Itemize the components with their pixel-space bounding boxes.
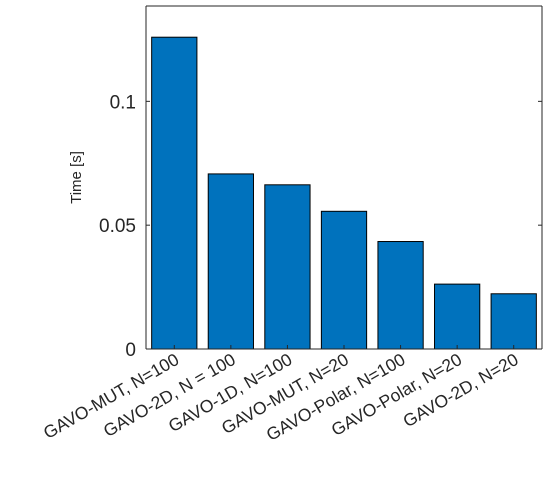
y-ticks-group: 0 0.05 0.1 (99, 92, 542, 361)
bar (207, 173, 254, 350)
bars-group (151, 36, 537, 350)
bar (434, 283, 481, 350)
bar (320, 210, 368, 350)
bar (377, 241, 424, 350)
y-tick-label: 0.05 (99, 216, 136, 237)
y-tick-label: 0 (125, 340, 136, 361)
y-tick-label: 0.1 (110, 92, 136, 113)
bar (264, 184, 311, 350)
bar (151, 36, 198, 350)
y-axis-title: Time [s] (68, 151, 85, 204)
bar (490, 293, 537, 350)
